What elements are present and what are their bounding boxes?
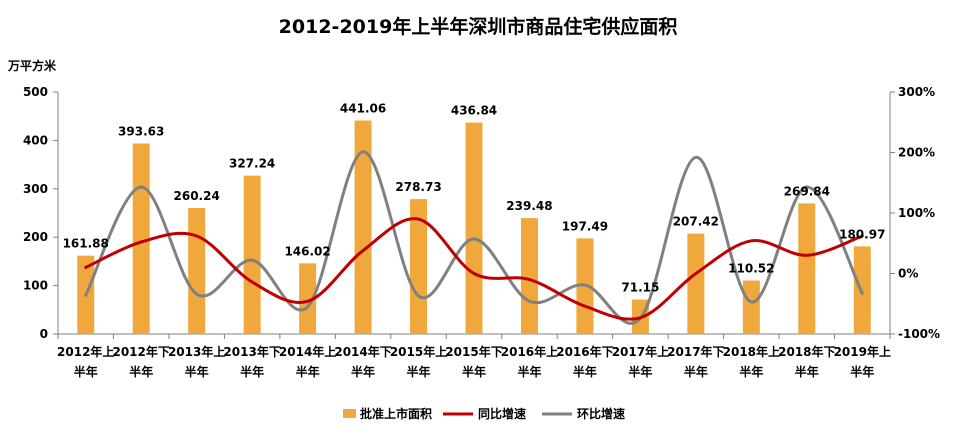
bar-value-label: 278.73 [395, 180, 441, 194]
x-tick-label: 2018年下 [778, 344, 835, 359]
bar-value-label: 71.15 [621, 281, 659, 295]
x-tick-label: 2017年上 [612, 344, 669, 359]
bar-value-label: 110.52 [728, 262, 774, 276]
y-left-tick-label: 400 [23, 133, 48, 147]
x-tick-label-line2: 半年 [296, 364, 320, 379]
bar-value-label: 393.63 [118, 124, 164, 138]
x-tick-label: 2019年上 [834, 344, 891, 359]
y-left-tick-label: 200 [23, 230, 48, 244]
bar [520, 218, 538, 334]
x-tick-label-line2: 半年 [240, 364, 264, 379]
bar-value-label: 146.02 [284, 244, 330, 258]
bar-value-label: 161.88 [63, 237, 109, 251]
legend-label-yoy: 同比增速 [478, 406, 526, 421]
bar-series [77, 120, 871, 334]
x-tick-label-line2: 半年 [850, 364, 874, 379]
bar [410, 199, 428, 334]
y-right-tick-label: -100% [898, 327, 940, 341]
x-tick-label-line2: 半年 [351, 364, 375, 379]
y-left-unit: 万平方米 [7, 58, 57, 73]
bar-value-label: 436.84 [451, 104, 497, 118]
y-left-tick-label: 300 [23, 182, 48, 196]
x-tick-label-line2: 半年 [739, 364, 763, 379]
bar-value-label: 327.24 [229, 157, 275, 171]
data-labels: 161.88 393.63 260.24 327.24 146.02 441.06 278.… [63, 102, 886, 295]
chart-title: 2012-2019年上半年深圳市商品住宅供应面积 [279, 15, 678, 38]
legend: 批准上市面积 同比增速 环比增速 [343, 406, 625, 421]
x-tick-label-line2: 半年 [684, 364, 708, 379]
bar-value-label: 441.06 [340, 102, 386, 116]
x-tick-label-line2: 半年 [74, 364, 98, 379]
x-tick-label-line2: 半年 [129, 364, 153, 379]
bar-value-label: 197.49 [562, 219, 608, 233]
bar [132, 143, 150, 334]
x-tick-label: 2015年上 [390, 344, 447, 359]
y-right-tick-label: 0% [898, 267, 918, 281]
category-labels: 2012年上半年2012年下半年2013年上半年2013年下半年2014年上半年… [57, 344, 891, 379]
x-tick-label: 2016年下 [556, 344, 613, 359]
y-right-tick-label: 100% [898, 206, 935, 220]
x-tick-label-line2: 半年 [628, 364, 652, 379]
x-tick-label: 2013年下 [223, 344, 280, 359]
bar-value-label: 207.42 [673, 215, 719, 229]
bar-value-label: 269.84 [784, 184, 830, 198]
x-tick-label: 2016年上 [501, 344, 558, 359]
bar [354, 120, 372, 334]
bar-value-label: 239.48 [506, 199, 552, 213]
bar-value-label: 260.24 [174, 189, 220, 203]
x-tick-label-line2: 半年 [795, 364, 819, 379]
qoq-growth-line [84, 150, 864, 325]
x-tick-label: 2018年上 [723, 344, 780, 359]
x-tick-label: 2012年下 [112, 344, 169, 359]
bar [243, 175, 261, 334]
y-right-tick-label: 200% [898, 146, 935, 160]
bar [465, 122, 483, 334]
x-tick-label: 2014年下 [334, 344, 391, 359]
yoy-growth-line [84, 217, 864, 321]
y-left-tick-label: 0 [40, 327, 48, 341]
x-tick-label-line2: 半年 [517, 364, 541, 379]
line-series [84, 150, 864, 325]
bar-value-label: 180.97 [839, 227, 885, 241]
y-left-tick-label: 100 [23, 279, 48, 293]
x-tick-label: 2017年下 [667, 344, 724, 359]
x-tick-label: 2014年上 [279, 344, 336, 359]
x-tick-label: 2013年上 [168, 344, 225, 359]
y-right-tick-label: 300% [898, 85, 935, 99]
x-tick-label: 2015年下 [445, 344, 502, 359]
bar [742, 280, 760, 334]
y-left-tick-label: 500 [23, 85, 48, 99]
bar [687, 233, 705, 334]
bar [798, 203, 816, 334]
bar [299, 263, 317, 334]
x-tick-label-line2: 半年 [407, 364, 431, 379]
legend-label-bar: 批准上市面积 [360, 406, 432, 421]
x-tick-label-line2: 半年 [573, 364, 597, 379]
x-tick-label-line2: 半年 [462, 364, 486, 379]
legend-swatch-bar [343, 409, 356, 418]
x-tick-label: 2012年上 [57, 344, 114, 359]
x-tick-label-line2: 半年 [185, 364, 209, 379]
bar [188, 208, 206, 334]
legend-label-qoq: 环比增速 [577, 406, 625, 421]
